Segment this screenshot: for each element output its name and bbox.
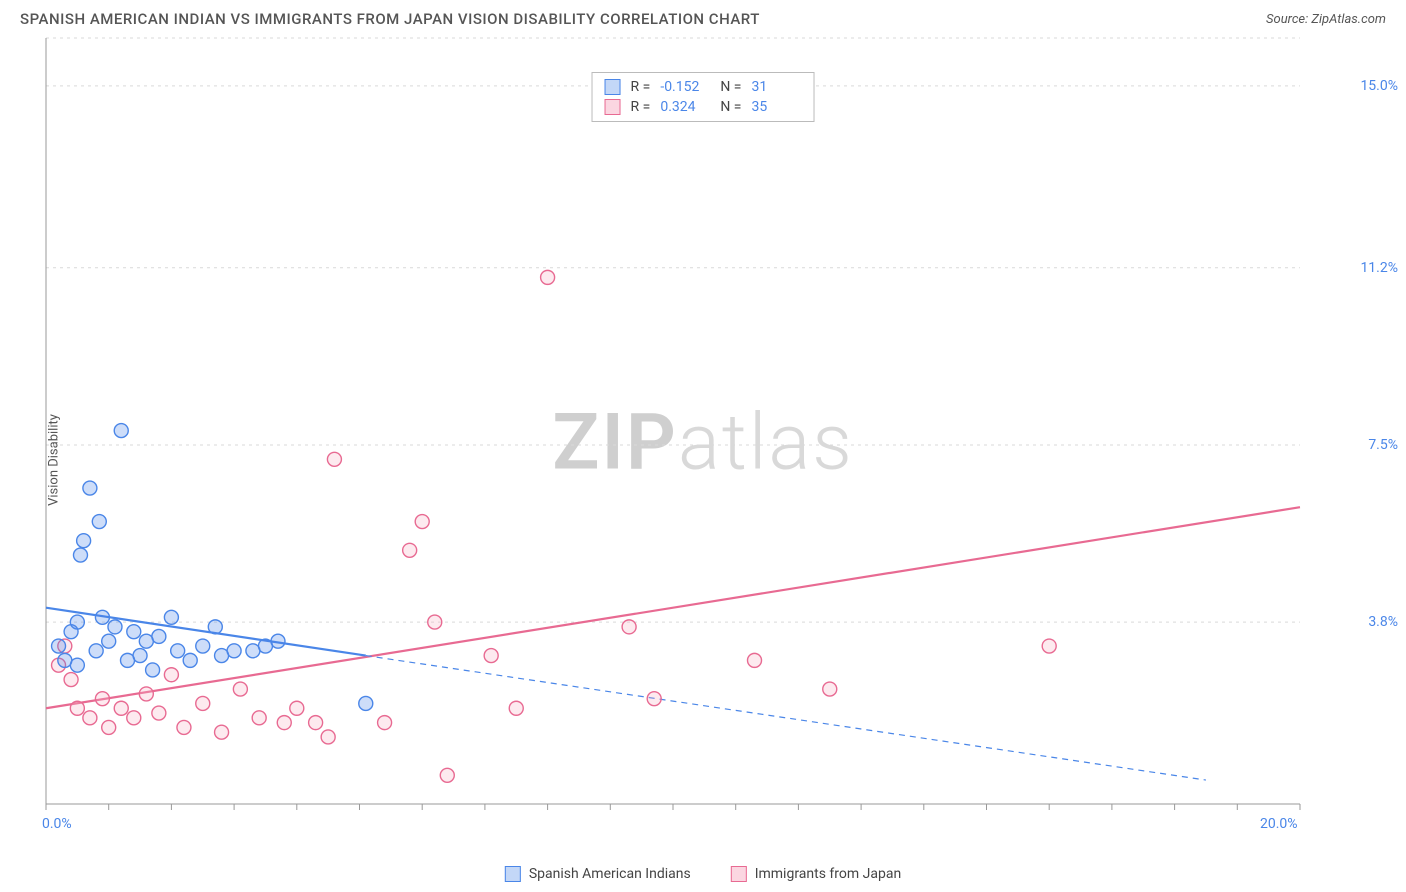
chart-area: Vision Disability ZIPatlas 3.8%7.5%11.2%…	[0, 34, 1406, 886]
source-label: Source: ZipAtlas.com	[1266, 12, 1386, 27]
y-tick-label: 11.2%	[1360, 260, 1398, 276]
swatch-pink	[731, 866, 747, 882]
swatch-pink	[605, 99, 621, 115]
x-axis-max-label: 20.0%	[1260, 816, 1298, 832]
y-tick-label: 3.8%	[1368, 614, 1398, 630]
y-tick-label: 7.5%	[1368, 437, 1398, 453]
legend: Spanish American Indians Immigrants from…	[505, 866, 901, 882]
y-tick-label: 15.0%	[1360, 78, 1398, 94]
correlation-stats-box: R = -0.152 N = 31 R = 0.324 N = 35	[592, 72, 815, 122]
legend-item-pink: Immigrants from Japan	[731, 866, 901, 882]
stats-row-pink: R = 0.324 N = 35	[605, 97, 802, 117]
stats-row-blue: R = -0.152 N = 31	[605, 77, 802, 97]
swatch-blue	[505, 866, 521, 882]
x-axis-min-label: 0.0%	[42, 816, 72, 832]
chart-title: SPANISH AMERICAN INDIAN VS IMMIGRANTS FR…	[20, 10, 760, 28]
swatch-blue	[605, 79, 621, 95]
scatter-plot	[40, 34, 1360, 844]
legend-item-blue: Spanish American Indians	[505, 866, 691, 882]
